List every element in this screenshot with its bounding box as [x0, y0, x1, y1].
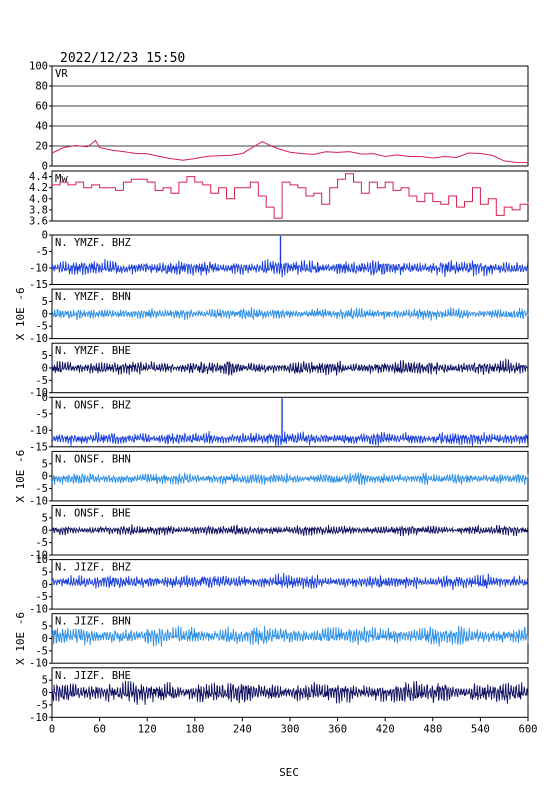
mw-ytick-label: 4.0: [29, 193, 48, 205]
trace-bhn-onsf-ytick-label: -5: [35, 483, 48, 495]
trace-bhn-onsf-name-label: N. ONSF. BHN: [55, 453, 131, 465]
trace-bhz-jizf-waveform: [51, 572, 529, 591]
trace-bhe-onsf-ytick-label: 5: [42, 512, 48, 524]
trace-bhe-jizf-ytick-label: 5: [42, 675, 48, 687]
vr-ytick-label: 0: [42, 161, 48, 173]
waveform-group-ylabel: X 10E -6: [14, 612, 27, 665]
x-tick-label: 240: [233, 723, 252, 735]
vr-ytick-label: 60: [35, 101, 48, 113]
x-tick-label: 0: [49, 723, 55, 735]
trace-bhn-jizf-ytick-label: -10: [29, 658, 48, 670]
x-tick-label: 120: [138, 723, 157, 735]
mw-panel-label: Mw: [55, 173, 68, 185]
trace-bhe-ymzf-ytick-label: 5: [42, 350, 48, 362]
trace-bhe-jizf-waveform: [51, 680, 529, 705]
mw-series-line: [52, 173, 529, 219]
vr-series-line: [51, 139, 529, 164]
vr-panel-frame: [51, 65, 529, 167]
trace-bhn-ymzf-ytick-label: 0: [42, 308, 48, 320]
trace-bhn-jizf-waveform: [51, 625, 529, 647]
mw-ytick-label: 4.2: [29, 182, 48, 194]
x-tick-label: 420: [376, 723, 395, 735]
trace-bhe-ymzf-ytick-label: -5: [35, 375, 48, 387]
waveform-group-ylabel: X 10E -6: [14, 450, 27, 503]
x-tick-label: 480: [423, 723, 442, 735]
waveform-group-ylabel: X 10E -6: [14, 287, 27, 340]
trace-bhn-onsf-ytick-label: 0: [42, 471, 48, 483]
trace-bhz-onsf-ytick-label: -10: [29, 425, 48, 437]
trace-bhn-ymzf-waveform: [51, 307, 529, 321]
trace-bhn-onsf-ytick-label: 5: [42, 458, 48, 470]
trace-bhz-ymzf-ytick-label: -5: [35, 246, 48, 258]
trace-bhn-ymzf-name-label: N. YMZF. BHN: [55, 291, 131, 303]
trace-bhz-jizf-ytick-label: 5: [42, 566, 48, 578]
x-tick-label: 60: [93, 723, 106, 735]
trace-bhe-onsf-ytick-label: 0: [42, 525, 48, 537]
x-tick-label: 360: [328, 723, 347, 735]
mw-ytick-label: 3.8: [29, 204, 48, 216]
trace-bhe-ymzf-ytick-label: -10: [29, 387, 48, 399]
trace-bhn-jizf-ytick-label: -5: [35, 645, 48, 657]
trace-bhz-ymzf-ytick-label: 0: [42, 230, 48, 242]
trace-bhe-jizf-ytick-label: 0: [42, 687, 48, 699]
trace-bhe-jizf-ytick-label: -5: [35, 699, 48, 711]
vr-ytick-label: 40: [35, 121, 48, 133]
trace-bhe-jizf-name-label: N. JIZF. BHE: [55, 670, 131, 682]
mw-ytick-label: 3.6: [29, 216, 48, 228]
trace-bhz-jizf-ytick-label: 10: [35, 554, 48, 566]
trace-bhe-onsf-waveform: [51, 524, 529, 537]
trace-bhe-ymzf-name-label: N. YMZF. BHE: [55, 345, 131, 357]
trace-bhz-ymzf-name-label: N. YMZF. BHZ: [55, 237, 131, 249]
trace-bhz-onsf-ytick-label: 0: [42, 392, 48, 404]
mw-ytick-label: 4.4: [29, 171, 48, 183]
trace-bhn-jizf-ytick-label: 0: [42, 633, 48, 645]
trace-bhz-onsf-name-label: N. ONSF. BHZ: [55, 399, 131, 411]
x-tick-label: 600: [519, 723, 538, 735]
vr-ytick-label: 80: [35, 81, 48, 93]
vr-panel-label: VR: [55, 68, 68, 80]
vr-ytick-label: 100: [29, 61, 48, 73]
trace-bhz-ymzf-frame: [51, 234, 529, 285]
trace-bhn-jizf-ytick-label: 5: [42, 621, 48, 633]
trace-bhn-ymzf-ytick-label: 5: [42, 296, 48, 308]
trace-bhz-ymzf-waveform: [51, 258, 529, 278]
trace-bhn-jizf-name-label: N. JIZF. BHN: [55, 616, 131, 628]
trace-bhn-ymzf-ytick-label: -10: [29, 333, 48, 345]
trace-bhz-jizf-ytick-label: -5: [35, 591, 48, 603]
trace-bhe-jizf-ytick-label: -10: [29, 712, 48, 724]
mw-panel-frame: [51, 170, 529, 222]
trace-bhn-onsf-waveform: [51, 472, 529, 486]
trace-bhe-onsf-ytick-label: -10: [29, 550, 48, 562]
trace-bhe-ymzf-waveform: [51, 358, 529, 376]
report-timestamp: 2022/12/23 15:50: [60, 51, 185, 66]
trace-bhz-onsf-frame: [51, 396, 529, 448]
trace-bhz-onsf-waveform: [51, 430, 529, 446]
trace-bhz-jizf-name-label: N. JIZF. BHZ: [55, 562, 131, 574]
x-axis-label: SEC: [279, 766, 299, 779]
trace-bhe-onsf-name-label: N. ONSF. BHE: [55, 508, 131, 520]
trace-bhz-onsf-ytick-label: -15: [29, 441, 48, 453]
trace-bhz-jizf-ytick-label: -10: [29, 604, 48, 616]
trace-bhe-ymzf-ytick-label: 0: [42, 362, 48, 374]
x-tick-label: 300: [281, 723, 300, 735]
trace-bhz-jizf-ytick-label: 0: [42, 579, 48, 591]
trace-bhz-ymzf-ytick-label: -10: [29, 263, 48, 275]
trace-bhz-onsf-ytick-label: -5: [35, 408, 48, 420]
trace-bhn-onsf-ytick-label: -10: [29, 495, 48, 507]
x-tick-label: 180: [185, 723, 204, 735]
trace-bhn-ymzf-ytick-label: -5: [35, 321, 48, 333]
vr-ytick-label: 20: [35, 141, 48, 153]
trace-bhe-onsf-ytick-label: -5: [35, 537, 48, 549]
trace-bhz-ymzf-ytick-label: -15: [29, 279, 48, 291]
x-tick-label: 540: [471, 723, 490, 735]
